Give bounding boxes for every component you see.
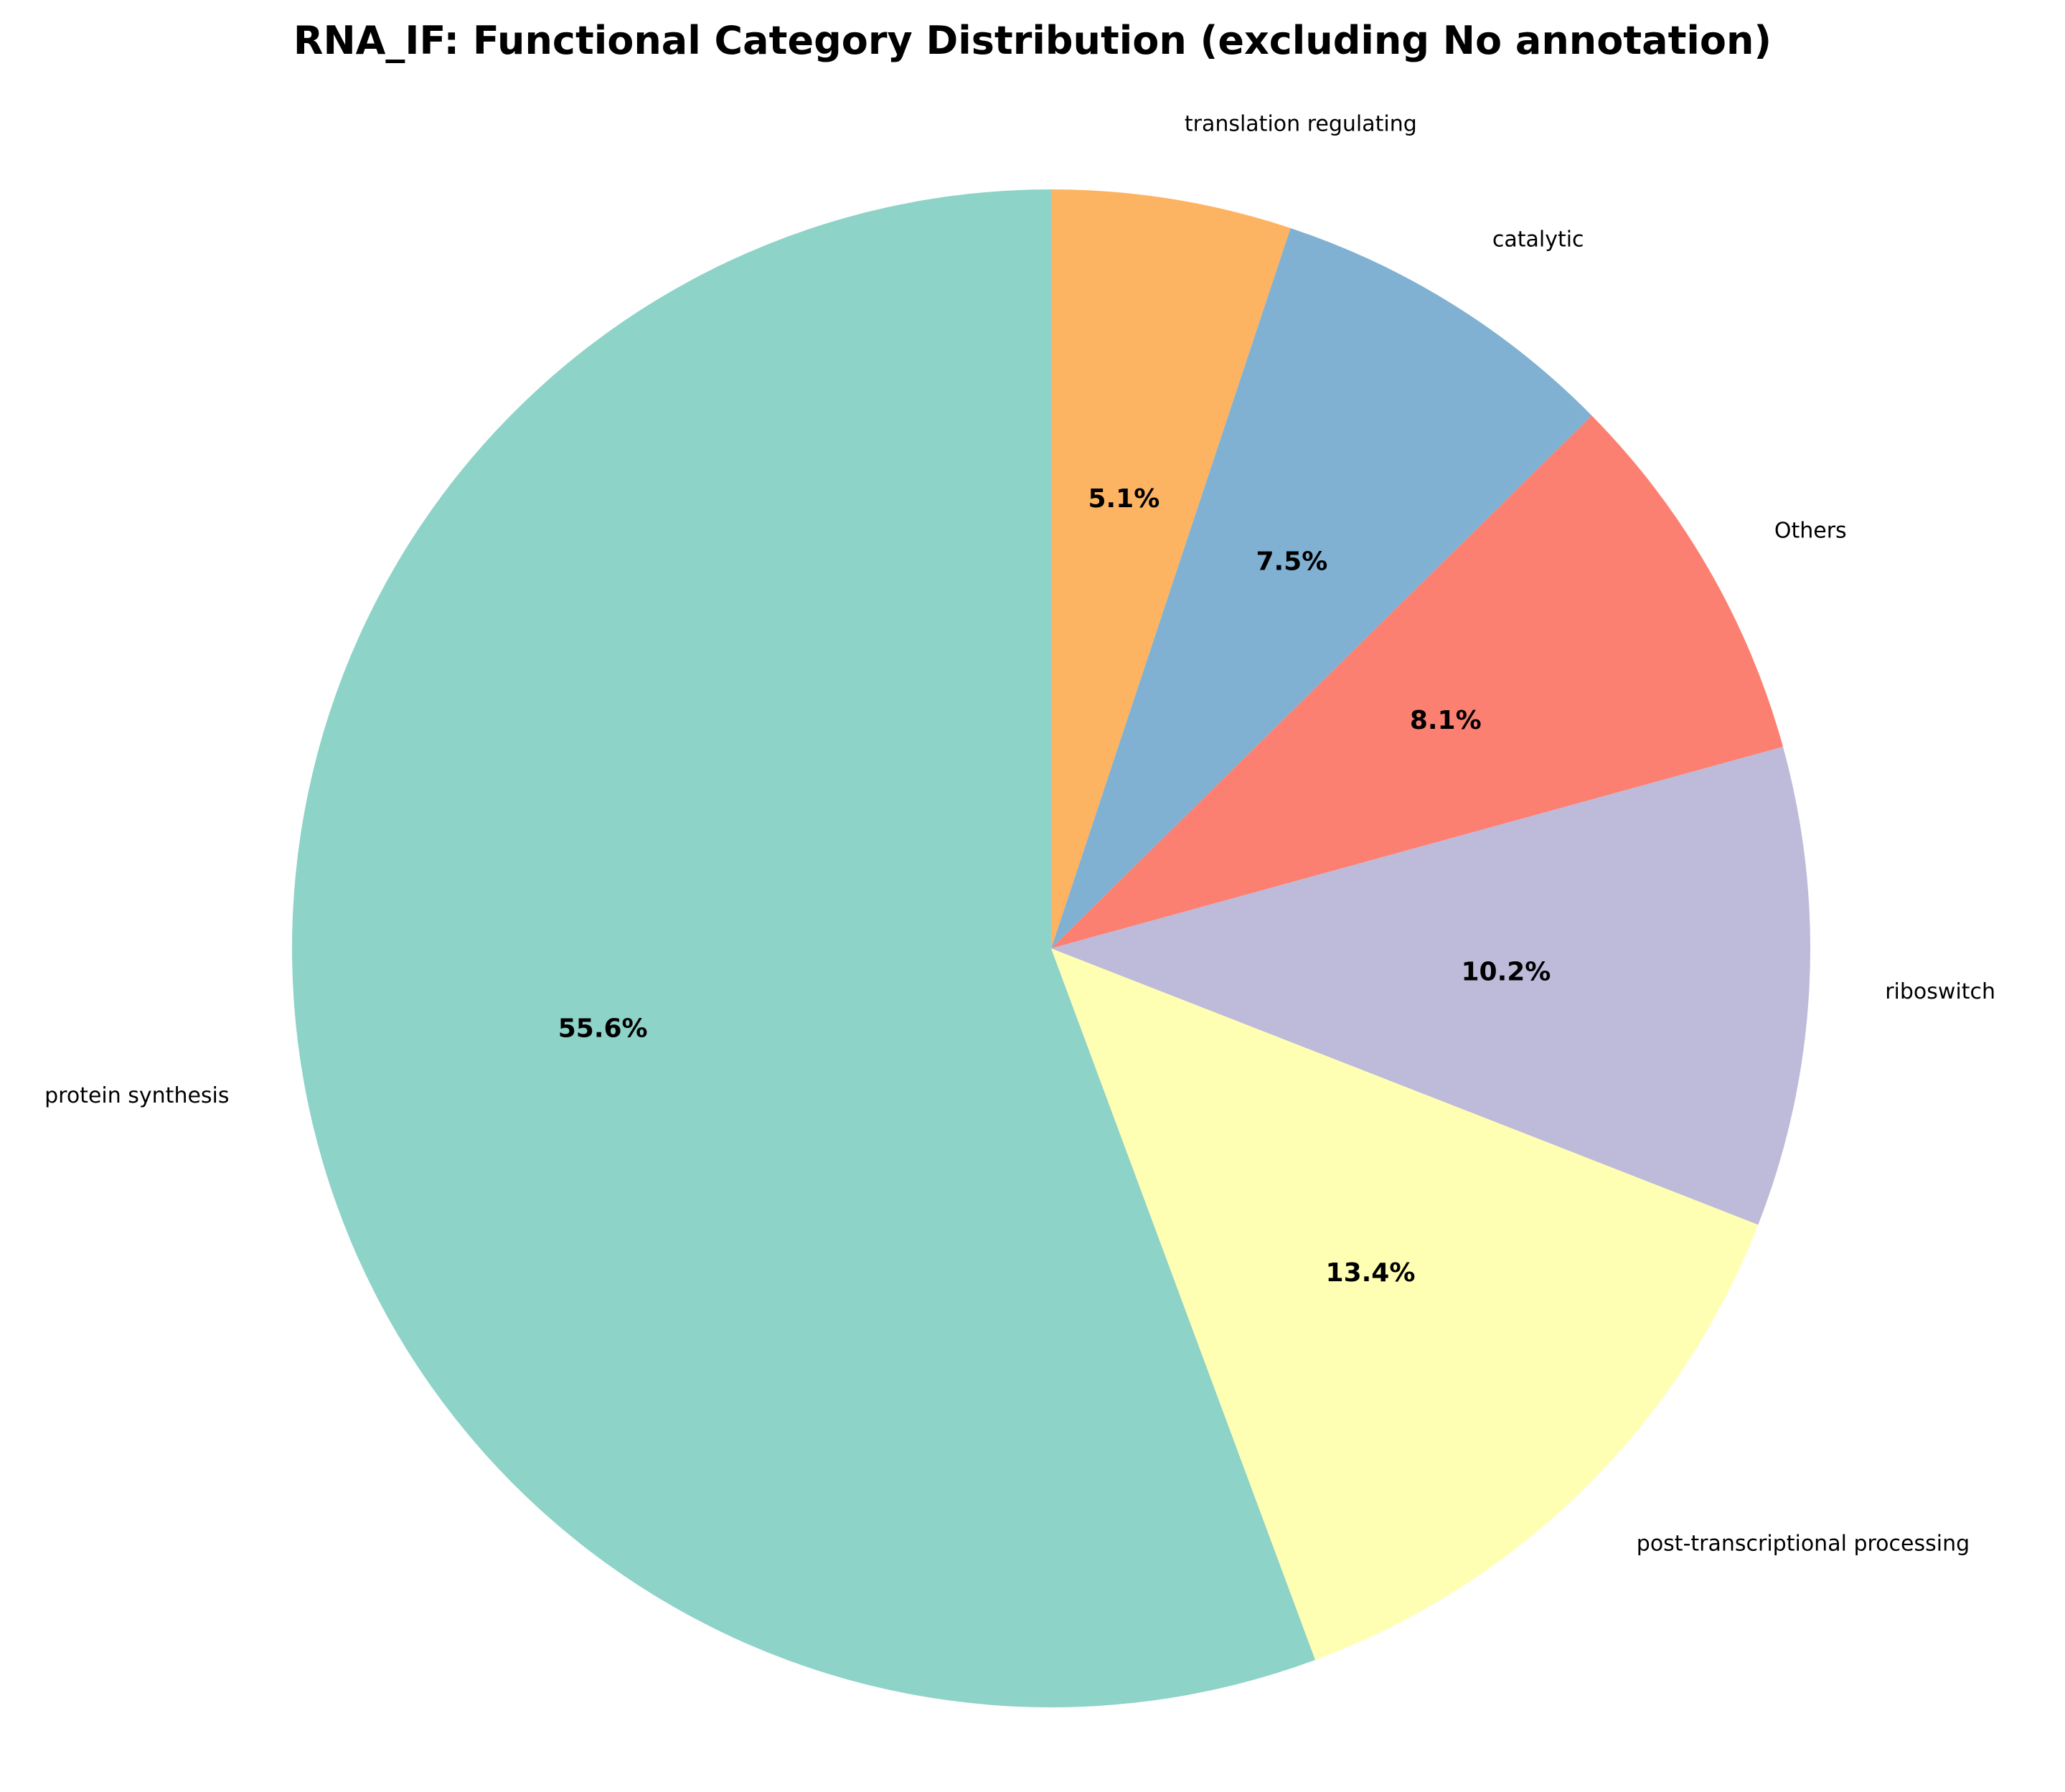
pie-slice-5 [1051,189,1291,948]
category-label-2: riboswitch [1885,979,1995,1004]
chart-title: RNA_IF: Functional Category Distribution… [293,18,1772,63]
percent-label-5: 5.1% [1088,484,1159,514]
percent-label-0: 55.6% [558,1014,648,1044]
category-label-1: post-transcriptional processing [1637,1532,1970,1557]
pie-slice-3 [1051,415,1783,948]
percent-labels: 55.6% 13.4% 10.2% 8.1% 7.5% 5.1% [558,484,1551,1288]
pie-slice-2 [1051,746,1810,1225]
pie-slice-4 [1051,227,1592,948]
percent-label-3: 8.1% [1410,706,1482,735]
percent-label-2: 10.2% [1461,957,1551,986]
category-label-4: catalytic [1492,227,1584,252]
category-labels: protein synthesis post-transcriptional pr… [44,112,1995,1557]
pie-slice-0 [291,189,1316,1707]
category-label-0: protein synthesis [44,1083,229,1108]
percent-label-4: 7.5% [1256,547,1327,577]
pie-slice-1 [1051,948,1759,1660]
category-label-5: translation regulating [1185,112,1417,137]
percent-label-1: 13.4% [1326,1258,1416,1288]
pie-slices [291,189,1810,1707]
category-label-3: Others [1774,519,1847,544]
